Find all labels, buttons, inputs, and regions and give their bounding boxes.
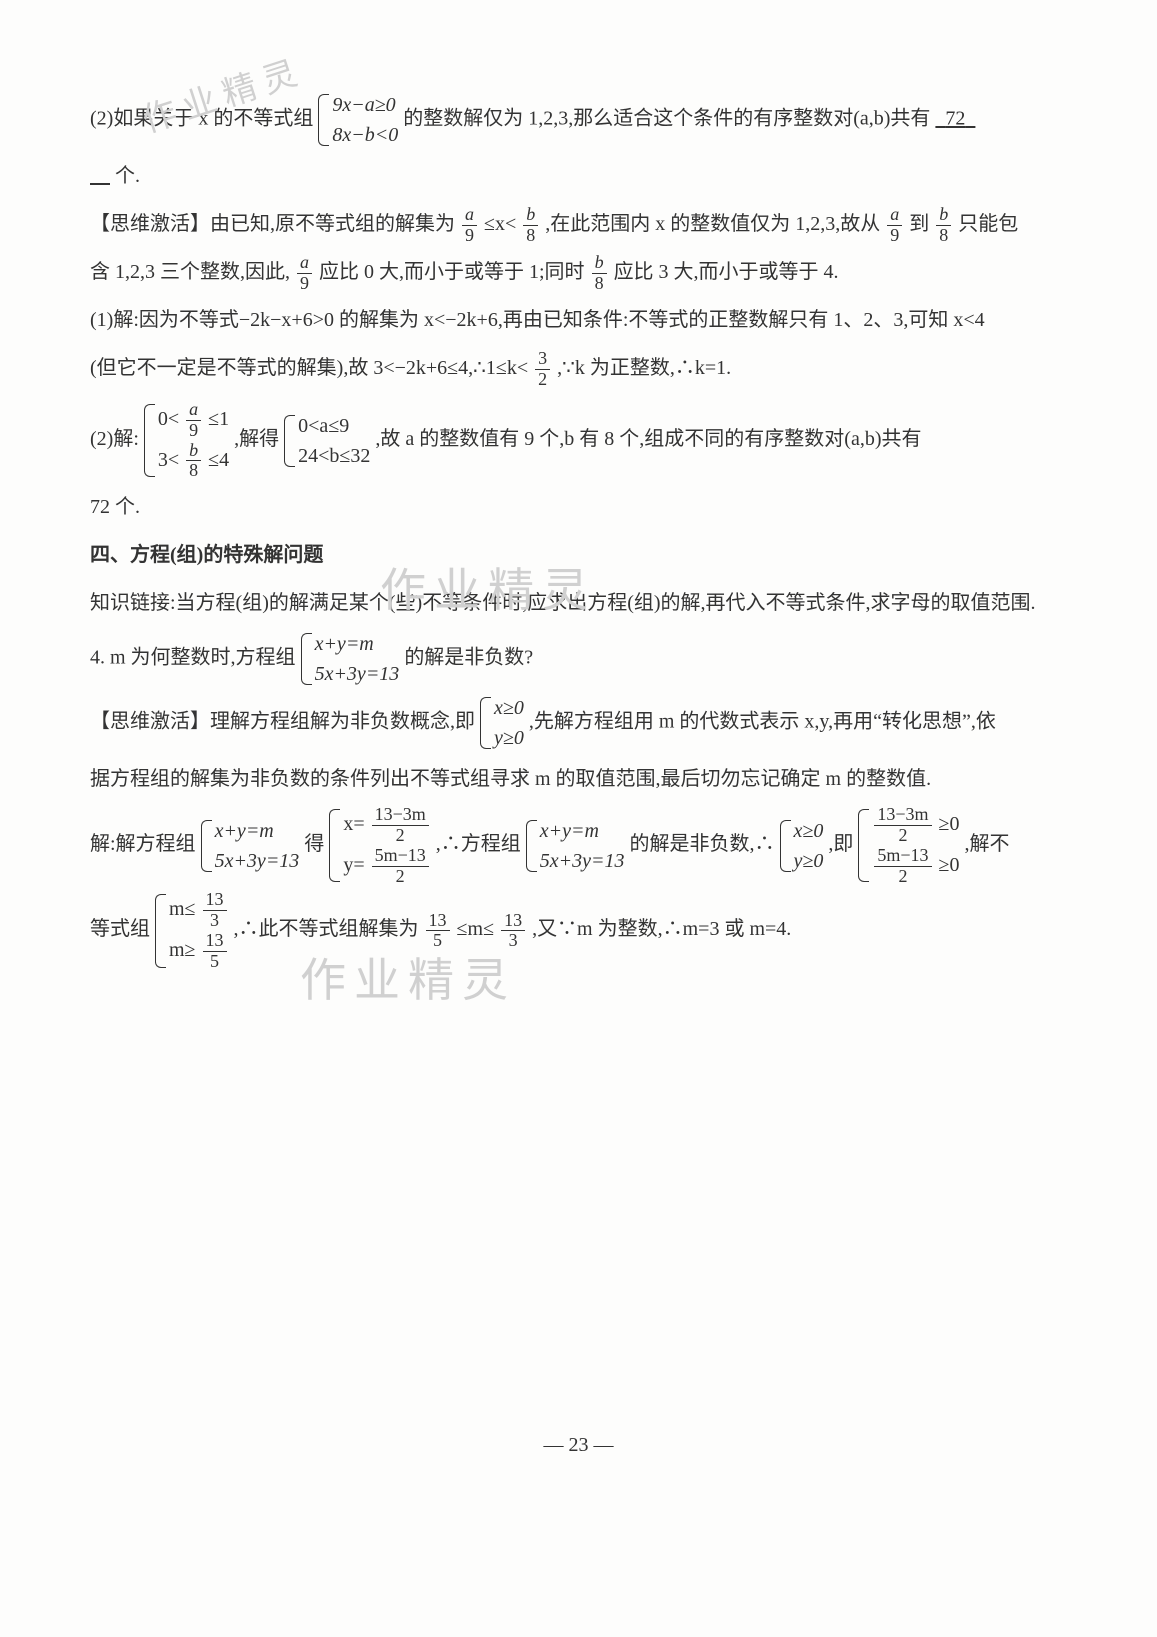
text: ,又∵m 为整数,∴m=3 或 m=4. — [532, 919, 791, 941]
sol4-line1: 解:解方程组 x+y=m 5x+3y=13 得 x= 13−3m2 y= 5m−… — [90, 805, 1087, 886]
text: ,∵k 为正整数,∴k=1. — [557, 357, 731, 379]
text: ,即 — [828, 833, 853, 855]
frac-133: 133 — [501, 911, 525, 952]
system-brace: 0<a≤9 24<b≤32 — [284, 411, 370, 471]
system-brace: x≥0 y≥0 — [780, 816, 824, 876]
row: x+y=m — [540, 816, 625, 846]
text: 得 — [304, 833, 324, 855]
text: 只能包 — [958, 213, 1018, 235]
swjh-line1: 【思维激活】由已知,原不等式组的解集为 a9 ≤x< b8 ,在此范围内 x 的… — [90, 202, 1087, 246]
text: (2)解: — [90, 428, 139, 450]
sol1-line2: (但它不一定是不等式的解集),故 3<−2k+6≤4,∴1≤k< 32 ,∵k … — [90, 346, 1087, 390]
row: 0<a≤9 — [298, 411, 370, 441]
system-brace: x+y=m 5x+3y=13 — [526, 816, 625, 876]
frac-b8: b8 — [523, 205, 538, 246]
row: 5x+3y=13 — [540, 846, 625, 876]
text: ,故 a 的整数值有 9 个,b 有 8 个,组成不同的有序整数对(a,b)共有 — [375, 428, 921, 450]
frac-a9: a9 — [887, 205, 902, 246]
system-brace: x≥0 y≥0 — [480, 693, 524, 753]
text: ≤m≤ — [457, 919, 495, 941]
row: y≥0 — [494, 723, 524, 753]
text: 含 1,2,3 三个整数,因此, — [90, 261, 290, 283]
text: (但它不一定是不等式的解集),故 3<−2k+6≤4,∴1≤k< — [90, 357, 528, 379]
text: 应比 0 大,而小于或等于 1;同时 — [319, 261, 585, 283]
row: 9x−a≥0 — [332, 90, 398, 120]
row: y= 5m−132 — [343, 846, 430, 887]
row: 8x−b<0 — [332, 120, 398, 150]
text: 等式组 — [90, 919, 150, 941]
system-brace: 0< a9 ≤1 3< b8 ≤4 — [144, 400, 229, 481]
row: y≥0 — [794, 846, 824, 876]
text: ,解不 — [965, 833, 1010, 855]
text: ,先解方程组用 m 的代数式表示 x,y,再用“转化思想”,依 — [529, 711, 996, 733]
text: ,∴此不等式组解集为 — [234, 919, 419, 941]
text: 应比 3 大,而小于或等于 4. — [614, 261, 839, 283]
q4-line: 4. m 为何整数时,方程组 x+y=m 5x+3y=13 的解是非负数? — [90, 629, 1087, 689]
swjh-line2: 含 1,2,3 三个整数,因此, a9 应比 0 大,而小于或等于 1;同时 b… — [90, 250, 1087, 294]
system-brace: x= 13−3m2 y= 5m−132 — [329, 805, 430, 886]
row: 0< a9 ≤1 — [158, 400, 229, 441]
text: 的整数解仅为 1,2,3,那么适合这个条件的有序整数对(a,b)共有 — [403, 108, 930, 130]
system-brace: m≤ 133 m≥ 135 — [155, 890, 229, 971]
text: ,在此范围内 x 的整数值仅为 1,2,3,故从 — [545, 213, 880, 235]
text: 的解是非负数? — [404, 647, 533, 669]
answer-blank: 72 — [935, 108, 975, 130]
swjh4-line1: 【思维激活】理解方程组解为非负数概念,即 x≥0 y≥0 ,先解方程组用 m 的… — [90, 693, 1087, 753]
row: x≥0 — [494, 693, 524, 723]
frac-135: 135 — [426, 911, 450, 952]
text: ,∴方程组 — [436, 833, 521, 855]
row: 5x+3y=13 — [315, 659, 400, 689]
sol4-line2: 等式组 m≤ 133 m≥ 135 ,∴此不等式组解集为 135 ≤m≤ 133… — [90, 890, 1087, 971]
problem-2-line1: (2)如果关于 x 的不等式组 9x−a≥0 8x−b<0 的整数解仅为 1,2… — [90, 90, 1087, 150]
row: 24<b≤32 — [298, 441, 370, 471]
system-brace: 13−3m2 ≥0 5m−132 ≥0 — [858, 805, 959, 886]
text: (2)如果关于 x 的不等式组 — [90, 108, 313, 130]
row: 3< b8 ≤4 — [158, 441, 229, 482]
sol2-line1: (2)解: 0< a9 ≤1 3< b8 ≤4 ,解得 0<a≤9 24<b≤3… — [90, 400, 1087, 481]
row: x+y=m — [315, 629, 400, 659]
frac-a9: a9 — [297, 253, 312, 294]
text: 【思维激活】由已知,原不等式组的解集为 — [90, 213, 455, 235]
row: 13−3m2 ≥0 — [872, 805, 959, 846]
row: x+y=m — [215, 816, 300, 846]
text: 【思维激活】理解方程组解为非负数概念,即 — [90, 711, 475, 733]
problem-2-line2: 个. — [90, 154, 1087, 198]
row: x= 13−3m2 — [343, 805, 430, 846]
row: m≥ 135 — [169, 931, 229, 972]
text: 的解是非负数,∴ — [630, 833, 775, 855]
system-brace: x+y=m 5x+3y=13 — [201, 816, 300, 876]
text: 个. — [115, 165, 140, 187]
sol2-line2: 72 个. — [90, 485, 1087, 529]
zslj: 知识链接:当方程(组)的解满足某个(些)不等条件时,应求出方程(组)的解,再代入… — [90, 581, 1087, 625]
row: m≤ 133 — [169, 890, 229, 931]
page-number: — 23 — — [0, 1423, 1157, 1467]
row: 5m−132 ≥0 — [872, 846, 959, 887]
text: ≤x< — [484, 213, 516, 235]
row: x≥0 — [794, 816, 824, 846]
section-4-title: 四、方程(组)的特殊解问题 — [90, 533, 1087, 577]
frac-b8: b8 — [936, 205, 951, 246]
frac-32: 32 — [535, 349, 550, 390]
text: ,解得 — [234, 428, 279, 450]
text: 到 — [909, 213, 929, 235]
system-brace: x+y=m 5x+3y=13 — [301, 629, 400, 689]
blank-continuation — [90, 165, 110, 187]
system-brace: 9x−a≥0 8x−b<0 — [318, 90, 398, 150]
frac-b8: b8 — [592, 253, 607, 294]
text: 解:解方程组 — [90, 833, 196, 855]
row: 5x+3y=13 — [215, 846, 300, 876]
swjh4-line2: 据方程组的解集为非负数的条件列出不等式组寻求 m 的取值范围,最后切勿忘记确定 … — [90, 757, 1087, 801]
frac-a9: a9 — [462, 205, 477, 246]
text: 4. m 为何整数时,方程组 — [90, 647, 296, 669]
sol1-line1: (1)解:因为不等式−2k−x+6>0 的解集为 x<−2k+6,再由已知条件:… — [90, 298, 1087, 342]
